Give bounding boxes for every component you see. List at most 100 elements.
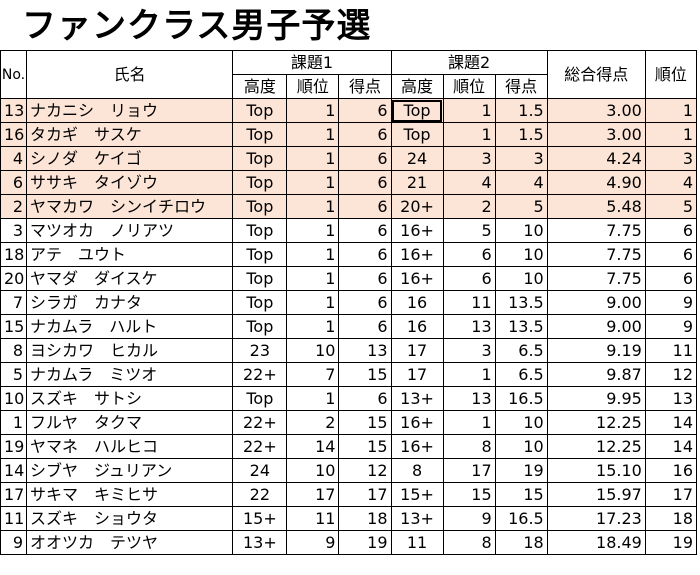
cell-height-1[interactable]: Top [232, 146, 288, 171]
cell-final-rank[interactable]: 1 [644, 122, 698, 147]
cell-no[interactable]: 8 [0, 338, 28, 363]
cell-name[interactable]: シラガ カナタ [26, 290, 234, 315]
cell-height-2[interactable]: 8 [390, 458, 444, 483]
cell-name[interactable]: ナカムラ ミツオ [26, 362, 234, 387]
cell-no[interactable]: 1 [0, 410, 28, 435]
cell-height-1[interactable]: 23 [232, 338, 288, 363]
cell-no[interactable]: 4 [0, 146, 28, 171]
cell-total[interactable]: 12.25 [546, 434, 646, 459]
cell-points-2[interactable]: 15 [494, 482, 548, 507]
cell-height-2[interactable]: 16+ [390, 434, 444, 459]
cell-rank-2[interactable]: 15 [442, 482, 496, 507]
cell-no[interactable]: 16 [0, 122, 28, 147]
cell-final-rank[interactable]: 6 [644, 218, 698, 243]
cell-points-2[interactable]: 16.5 [494, 386, 548, 411]
cell-rank-1[interactable]: 17 [286, 482, 340, 507]
header-final-rank[interactable]: 順位 [644, 50, 698, 99]
header-rank-1[interactable]: 順位 [286, 74, 340, 99]
cell-final-rank[interactable]: 19 [644, 530, 698, 555]
cell-rank-2[interactable]: 3 [442, 146, 496, 171]
cell-total[interactable]: 9.19 [546, 338, 646, 363]
cell-name[interactable]: フルヤ タクマ [26, 410, 234, 435]
cell-height-2[interactable]: 16+ [390, 266, 444, 291]
cell-points-1[interactable]: 6 [338, 98, 392, 123]
cell-points-1[interactable]: 15 [338, 434, 392, 459]
cell-points-1[interactable]: 6 [338, 386, 392, 411]
cell-name[interactable]: スズキ ショウタ [26, 506, 234, 531]
cell-final-rank[interactable]: 6 [644, 266, 698, 291]
cell-rank-1[interactable]: 1 [286, 242, 340, 267]
header-height-1[interactable]: 高度 [232, 74, 288, 99]
header-problem1[interactable]: 課題1 [232, 50, 392, 75]
cell-total[interactable]: 7.75 [546, 242, 646, 267]
cell-height-1[interactable]: 24 [232, 458, 288, 483]
cell-name[interactable]: タカギ サスケ [26, 122, 234, 147]
cell-total[interactable]: 5.48 [546, 194, 646, 219]
cell-rank-2[interactable]: 1 [442, 362, 496, 387]
cell-final-rank[interactable]: 13 [644, 386, 698, 411]
cell-height-1[interactable]: Top [232, 386, 288, 411]
cell-points-2[interactable]: 13.5 [494, 290, 548, 315]
cell-points-1[interactable]: 6 [338, 314, 392, 339]
cell-rank-1[interactable]: 7 [286, 362, 340, 387]
cell-total[interactable]: 17.23 [546, 506, 646, 531]
cell-height-1[interactable]: Top [232, 194, 288, 219]
cell-height-2[interactable]: 21 [390, 170, 444, 195]
cell-points-1[interactable]: 6 [338, 242, 392, 267]
cell-points-2[interactable]: 16.5 [494, 506, 548, 531]
cell-rank-2[interactable]: 8 [442, 530, 496, 555]
cell-total[interactable]: 4.24 [546, 146, 646, 171]
cell-rank-1[interactable]: 1 [286, 146, 340, 171]
cell-points-1[interactable]: 19 [338, 530, 392, 555]
cell-final-rank[interactable]: 9 [644, 314, 698, 339]
cell-total[interactable]: 12.25 [546, 410, 646, 435]
cell-final-rank[interactable]: 4 [644, 170, 698, 195]
cell-rank-2[interactable]: 5 [442, 218, 496, 243]
cell-height-1[interactable]: 22+ [232, 362, 288, 387]
cell-rank-2[interactable]: 13 [442, 386, 496, 411]
cell-name[interactable]: ヤマダ ダイスケ [26, 266, 234, 291]
cell-name[interactable]: ヤマネ ハルヒコ [26, 434, 234, 459]
cell-height-1[interactable]: Top [232, 266, 288, 291]
cell-height-1[interactable]: 15+ [232, 506, 288, 531]
cell-name[interactable]: ナカニシ リョウ [26, 98, 234, 123]
cell-no[interactable]: 5 [0, 362, 28, 387]
cell-points-1[interactable]: 15 [338, 410, 392, 435]
cell-rank-1[interactable]: 1 [286, 98, 340, 123]
cell-rank-2[interactable]: 6 [442, 242, 496, 267]
header-height-2[interactable]: 高度 [390, 74, 444, 99]
cell-no[interactable]: 7 [0, 290, 28, 315]
cell-no[interactable]: 9 [0, 530, 28, 555]
cell-rank-1[interactable]: 1 [286, 314, 340, 339]
cell-height-2[interactable]: Top [390, 122, 444, 147]
cell-total[interactable]: 18.49 [546, 530, 646, 555]
cell-final-rank[interactable]: 14 [644, 434, 698, 459]
cell-total[interactable]: 7.75 [546, 266, 646, 291]
cell-height-1[interactable]: Top [232, 98, 288, 123]
cell-points-2[interactable]: 6.5 [494, 338, 548, 363]
cell-total[interactable]: 9.87 [546, 362, 646, 387]
cell-points-2[interactable]: 10 [494, 218, 548, 243]
cell-total[interactable]: 3.00 [546, 122, 646, 147]
cell-points-2[interactable]: 3 [494, 146, 548, 171]
cell-total[interactable]: 3.00 [546, 98, 646, 123]
cell-points-2[interactable]: 6.5 [494, 362, 548, 387]
cell-points-1[interactable]: 18 [338, 506, 392, 531]
cell-final-rank[interactable]: 3 [644, 146, 698, 171]
cell-rank-2[interactable]: 9 [442, 506, 496, 531]
header-problem2[interactable]: 課題2 [390, 50, 548, 75]
cell-name[interactable]: シブヤ ジュリアン [26, 458, 234, 483]
cell-name[interactable]: マツオカ ノリアツ [26, 218, 234, 243]
cell-no[interactable]: 11 [0, 506, 28, 531]
cell-total[interactable]: 9.00 [546, 314, 646, 339]
cell-final-rank[interactable]: 1 [644, 98, 698, 123]
cell-height-2[interactable]: 17 [390, 338, 444, 363]
cell-points-2[interactable]: 18 [494, 530, 548, 555]
cell-height-2[interactable]: 16+ [390, 410, 444, 435]
cell-total[interactable]: 15.97 [546, 482, 646, 507]
cell-no[interactable]: 14 [0, 458, 28, 483]
cell-name[interactable]: サキマ キミヒサ [26, 482, 234, 507]
cell-points-2[interactable]: 10 [494, 266, 548, 291]
cell-rank-2[interactable]: 17 [442, 458, 496, 483]
cell-points-1[interactable]: 6 [338, 146, 392, 171]
